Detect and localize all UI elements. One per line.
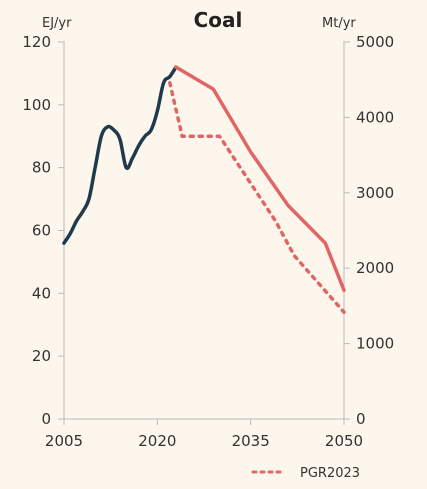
legend-label-pgr2023: PGR2023	[300, 466, 360, 481]
right-tick-label: 1000	[356, 335, 394, 353]
right-tick-label: 4000	[356, 108, 394, 126]
left-axis-unit: EJ/yr	[42, 16, 72, 31]
series-layer	[62, 65, 346, 314]
right-tick-label: 3000	[356, 184, 394, 202]
left-tick-label: 40	[32, 284, 51, 302]
right-axis-unit: Mt/yr	[322, 16, 356, 31]
x-tick-label: 2020	[138, 432, 176, 450]
right-axis-ticks: 0 1000 2000 3000 4000 5000	[344, 33, 394, 428]
x-tick-label: 2050	[325, 432, 363, 450]
left-tick-label: 20	[32, 347, 51, 365]
left-tick-label: 0	[41, 410, 51, 428]
left-tick-label: 120	[22, 33, 51, 51]
x-tick-label: 2035	[232, 432, 270, 450]
series-line-pgr2023	[168, 81, 346, 314]
x-axis-ticks: 2005 2020 2035 2050	[45, 419, 363, 450]
right-tick-label: 5000	[356, 33, 394, 51]
left-tick-label: 80	[32, 159, 51, 177]
left-tick-label: 100	[22, 96, 51, 114]
left-axis-ticks: 0 20 40 60 80 100 120	[22, 33, 64, 428]
x-tick-label: 2005	[45, 432, 83, 450]
series-line-projection	[174, 65, 346, 292]
left-tick-label: 60	[32, 222, 51, 240]
legend: PGR2023	[251, 466, 360, 481]
right-tick-label: 2000	[356, 259, 394, 277]
chart-title: Coal	[194, 8, 243, 32]
series-line-historical	[62, 65, 178, 245]
right-tick-label: 0	[356, 410, 366, 428]
